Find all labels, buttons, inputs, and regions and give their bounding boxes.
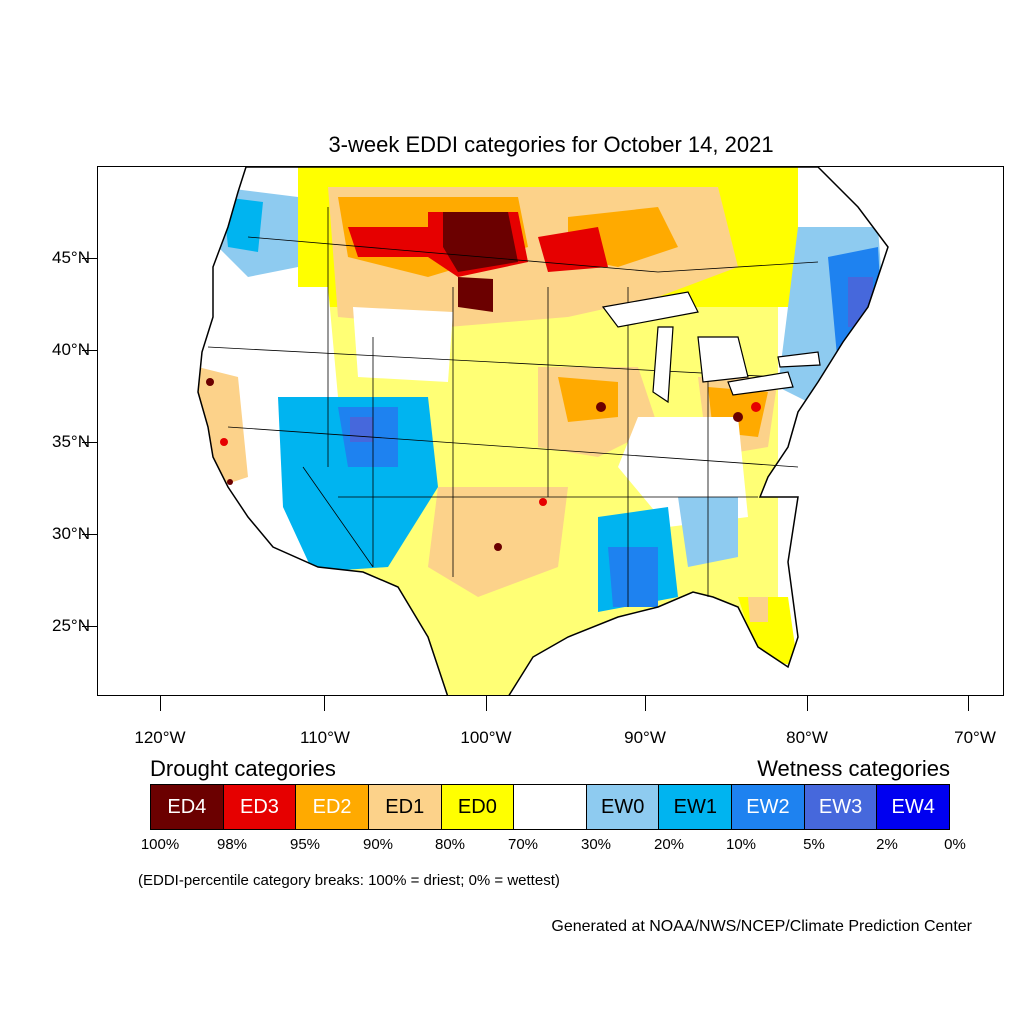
legend-cell-ew3: EW3	[804, 785, 878, 829]
legend-cell-neutral	[514, 785, 587, 829]
category-breaks-note: (EDDI-percentile category breaks: 100% =…	[138, 872, 560, 889]
break-label: 70%	[507, 836, 539, 853]
lon-label-120: 120°W	[134, 728, 186, 747]
legend-cell-ed1: ED1	[368, 785, 442, 829]
legend-cell-ed4: ED4	[151, 785, 224, 829]
lon-tick	[486, 696, 487, 711]
break-label: 2%	[876, 836, 898, 853]
credit-line: Generated at NOAA/NWS/NCEP/Climate Predi…	[551, 918, 972, 935]
drought-heading: Drought categories	[150, 756, 336, 781]
break-label: 80%	[434, 836, 466, 853]
lat-tick	[82, 442, 97, 443]
lat-tick	[82, 350, 97, 351]
lon-label-90: 90°W	[624, 728, 666, 747]
lon-label-100: 100°W	[460, 728, 512, 747]
break-label: 95%	[289, 836, 321, 853]
legend-cell-ew0: EW0	[586, 785, 660, 829]
legend-cell-ew1: EW1	[659, 785, 733, 829]
break-label: 30%	[580, 836, 612, 853]
break-label: 100%	[140, 836, 180, 853]
lat-label-25: 25°N	[52, 616, 90, 635]
wetness-heading: Wetness categories	[757, 756, 950, 781]
lon-tick	[160, 696, 161, 711]
lat-label-35: 35°N	[52, 432, 90, 451]
break-label: 98%	[216, 836, 248, 853]
eddi-map	[97, 166, 1004, 696]
lon-tick	[324, 696, 325, 711]
legend-cell-ed0: ED0	[441, 785, 515, 829]
conus-map-graphic	[197, 167, 889, 695]
category-legend: ED4 ED3 ED2 ED1 ED0 EW0 EW1 EW2 EW3 EW4	[150, 784, 950, 830]
lat-label-30: 30°N	[52, 524, 90, 543]
break-label: 5%	[803, 836, 825, 853]
lon-label-70: 70°W	[954, 728, 996, 747]
legend-cell-ew4: EW4	[877, 785, 950, 829]
legend-cell-ed3: ED3	[223, 785, 297, 829]
lat-tick	[82, 626, 97, 627]
lat-label-45: 45°N	[52, 248, 90, 267]
break-label: 0%	[944, 836, 966, 853]
lon-label-80: 80°W	[786, 728, 828, 747]
lon-label-110: 110°W	[300, 728, 350, 747]
lon-tick	[645, 696, 646, 711]
break-label: 20%	[653, 836, 685, 853]
lat-tick	[82, 258, 97, 259]
lat-tick	[82, 534, 97, 535]
legend-cell-ed2: ED2	[296, 785, 369, 829]
lat-label-40: 40°N	[52, 340, 90, 359]
lon-tick	[968, 696, 969, 711]
legend-cell-ew2: EW2	[732, 785, 805, 829]
lon-tick	[807, 696, 808, 711]
break-label: 90%	[362, 836, 394, 853]
break-label: 10%	[725, 836, 757, 853]
map-title: 3-week EDDI categories for October 14, 2…	[328, 132, 774, 157]
